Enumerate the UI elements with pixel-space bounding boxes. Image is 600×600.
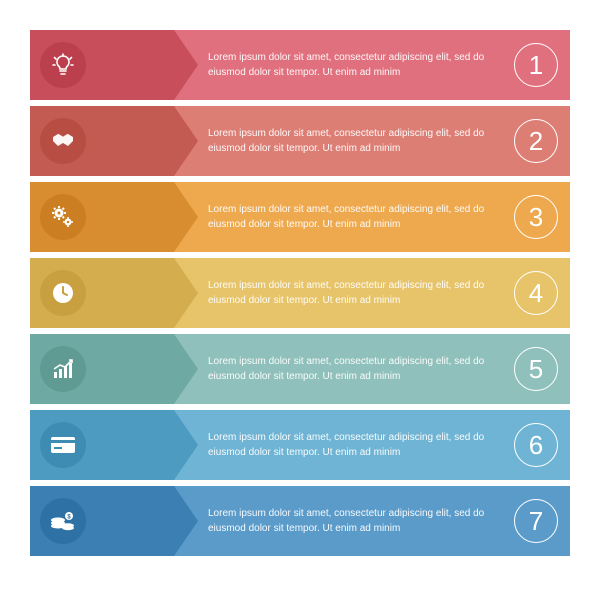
- step-content-block: Lorem ipsum dolor sit amet, consectetur …: [174, 106, 570, 176]
- step-icon-block: [30, 334, 174, 404]
- gears-icon: [50, 204, 76, 230]
- step-icon-block: [30, 258, 174, 328]
- step-content-block: Lorem ipsum dolor sit amet, consectetur …: [174, 410, 570, 480]
- step-icon-block: [30, 182, 174, 252]
- step-text: Lorem ipsum dolor sit amet, consectetur …: [208, 126, 504, 156]
- growth-chart-icon: [51, 357, 75, 381]
- step-icon-circle: [40, 422, 86, 468]
- step-content-block: Lorem ipsum dolor sit amet, consectetur …: [174, 486, 570, 556]
- arrow-tip: [174, 486, 198, 556]
- step-icon-block: $: [30, 486, 174, 556]
- step-icon-circle: [40, 194, 86, 240]
- clock-icon: [51, 281, 75, 305]
- step-icon-block: [30, 106, 174, 176]
- step-text: Lorem ipsum dolor sit amet, consectetur …: [208, 506, 504, 536]
- handshake-icon: [50, 131, 76, 151]
- step-icon-circle: [40, 270, 86, 316]
- step-number: 4: [514, 271, 558, 315]
- arrow-tip: [174, 30, 198, 100]
- step-icon-circle: $: [40, 498, 86, 544]
- step-row-4: Lorem ipsum dolor sit amet, consectetur …: [30, 258, 570, 328]
- step-content-block: Lorem ipsum dolor sit amet, consectetur …: [174, 258, 570, 328]
- step-icon-block: [30, 410, 174, 480]
- step-content-block: Lorem ipsum dolor sit amet, consectetur …: [174, 182, 570, 252]
- credit-card-icon: [50, 436, 76, 454]
- step-content-block: Lorem ipsum dolor sit amet, consectetur …: [174, 30, 570, 100]
- coins-icon: $: [50, 510, 76, 532]
- step-number: 5: [514, 347, 558, 391]
- step-row-1: Lorem ipsum dolor sit amet, consectetur …: [30, 30, 570, 100]
- step-row-3: Lorem ipsum dolor sit amet, consectetur …: [30, 182, 570, 252]
- step-text: Lorem ipsum dolor sit amet, consectetur …: [208, 430, 504, 460]
- step-row-6: Lorem ipsum dolor sit amet, consectetur …: [30, 410, 570, 480]
- lightbulb-icon: [51, 53, 75, 77]
- step-text: Lorem ipsum dolor sit amet, consectetur …: [208, 354, 504, 384]
- step-number: 2: [514, 119, 558, 163]
- step-content-block: Lorem ipsum dolor sit amet, consectetur …: [174, 334, 570, 404]
- step-text: Lorem ipsum dolor sit amet, consectetur …: [208, 278, 504, 308]
- arrow-tip: [174, 182, 198, 252]
- step-number: 7: [514, 499, 558, 543]
- arrow-tip: [174, 334, 198, 404]
- step-text: Lorem ipsum dolor sit amet, consectetur …: [208, 202, 504, 232]
- step-icon-circle: [40, 346, 86, 392]
- step-icon-circle: [40, 42, 86, 88]
- step-number: 3: [514, 195, 558, 239]
- step-text: Lorem ipsum dolor sit amet, consectetur …: [208, 50, 504, 80]
- step-row-2: Lorem ipsum dolor sit amet, consectetur …: [30, 106, 570, 176]
- arrow-tip: [174, 106, 198, 176]
- arrow-tip: [174, 410, 198, 480]
- step-row-5: Lorem ipsum dolor sit amet, consectetur …: [30, 334, 570, 404]
- step-icon-block: [30, 30, 174, 100]
- step-number: 6: [514, 423, 558, 467]
- step-icon-circle: [40, 118, 86, 164]
- arrow-tip: [174, 258, 198, 328]
- step-row-7: $ Lorem ipsum dolor sit amet, consectetu…: [30, 486, 570, 556]
- step-number: 1: [514, 43, 558, 87]
